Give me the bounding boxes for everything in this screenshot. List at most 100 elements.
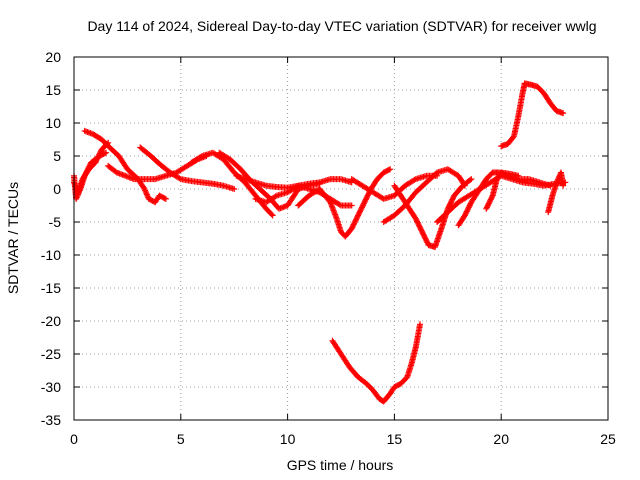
data-point (485, 201, 492, 208)
data-point (359, 203, 366, 210)
y-tick-label: 10 (45, 115, 61, 131)
data-point (447, 200, 454, 207)
data-point (355, 211, 362, 218)
y-axis-ticks: 20 15 10 5 0 -5 -10 -15 -20 -25 -30 -35 (41, 49, 608, 428)
data-point (358, 205, 365, 212)
data-point (483, 204, 490, 211)
data-point (423, 236, 430, 243)
x-tick-label: 5 (177, 431, 185, 447)
data-point (349, 224, 356, 231)
data-point (467, 201, 474, 208)
x-axis-ticks: 0 5 10 15 20 25 (70, 57, 616, 447)
data-point (414, 219, 421, 226)
data-point (416, 223, 423, 230)
data-point (82, 170, 89, 177)
data-point (488, 195, 495, 202)
data-point (231, 186, 238, 192)
data-point (423, 238, 430, 245)
data-point (86, 162, 93, 169)
data-point (487, 196, 494, 203)
data-point (358, 204, 365, 211)
data-point (418, 227, 425, 234)
data-point (161, 195, 168, 202)
data-point (176, 175, 183, 182)
data-point (449, 196, 456, 203)
data-point (361, 199, 368, 206)
data-point (420, 231, 427, 238)
data-point (419, 228, 426, 235)
data-point (101, 150, 108, 157)
data-point (162, 195, 169, 202)
data-point (336, 201, 343, 208)
y-tick-label: 5 (53, 148, 61, 164)
x-tick-label: 25 (600, 431, 616, 447)
y-tick-label: 20 (45, 49, 61, 65)
data-point (355, 212, 362, 219)
data-point (269, 212, 276, 219)
data-point (515, 172, 522, 179)
data-point (348, 225, 355, 232)
data-point (486, 199, 493, 206)
series-arc-2 (71, 149, 110, 202)
data-point (449, 195, 456, 202)
series-arc-5 (137, 144, 238, 192)
data-point (448, 197, 455, 204)
data-point (86, 163, 93, 170)
data-point (360, 200, 367, 207)
data-point (468, 176, 475, 183)
data-point (353, 216, 360, 223)
data-point (462, 211, 469, 218)
data-point (83, 168, 90, 175)
data-point (463, 209, 470, 216)
y-tick-label: -30 (41, 379, 61, 395)
data-point (483, 205, 490, 212)
data-point (197, 153, 204, 160)
x-tick-label: 20 (493, 431, 509, 447)
y-tick-label: -5 (49, 214, 62, 230)
data-point (467, 177, 474, 184)
series-arc-10 (295, 166, 394, 240)
series-arc-19 (329, 321, 424, 405)
data-point (103, 149, 110, 156)
data-point (414, 218, 421, 225)
data-point (348, 202, 355, 209)
data-point (463, 208, 470, 215)
data-point (446, 201, 453, 208)
series-arc-15 (455, 169, 554, 229)
y-tick-label: -10 (41, 247, 61, 263)
data-point (485, 200, 492, 207)
data-point (466, 203, 473, 210)
data-point (357, 207, 364, 214)
data-point (350, 221, 357, 228)
data-point (362, 196, 369, 203)
plot-frame (73, 56, 609, 421)
data-point (349, 222, 356, 229)
data-point (363, 195, 370, 202)
data-point (84, 167, 91, 174)
data-point (411, 176, 418, 183)
data-point (354, 213, 361, 220)
data-point (448, 199, 455, 206)
data-point (85, 164, 92, 171)
series-arc-16 (483, 169, 522, 212)
data-point (560, 110, 567, 117)
data-point (364, 193, 371, 200)
x-tick-label: 15 (387, 431, 403, 447)
y-tick-label: 15 (45, 82, 61, 98)
data-point (421, 234, 428, 241)
data-point (417, 226, 424, 233)
y-tick-label: -15 (41, 280, 61, 296)
series-arc-3 (81, 127, 169, 206)
data-point (560, 182, 567, 189)
series-arc-18 (498, 80, 567, 150)
data-point (510, 134, 517, 141)
data-point (415, 222, 422, 229)
data-point (421, 232, 428, 239)
grid (74, 57, 608, 420)
x-axis-label: GPS time / hours (287, 457, 394, 473)
data-point (351, 220, 358, 227)
data-point (484, 203, 491, 210)
series-arc-13 (391, 176, 475, 251)
data-point (465, 204, 472, 211)
data-point (422, 235, 429, 242)
